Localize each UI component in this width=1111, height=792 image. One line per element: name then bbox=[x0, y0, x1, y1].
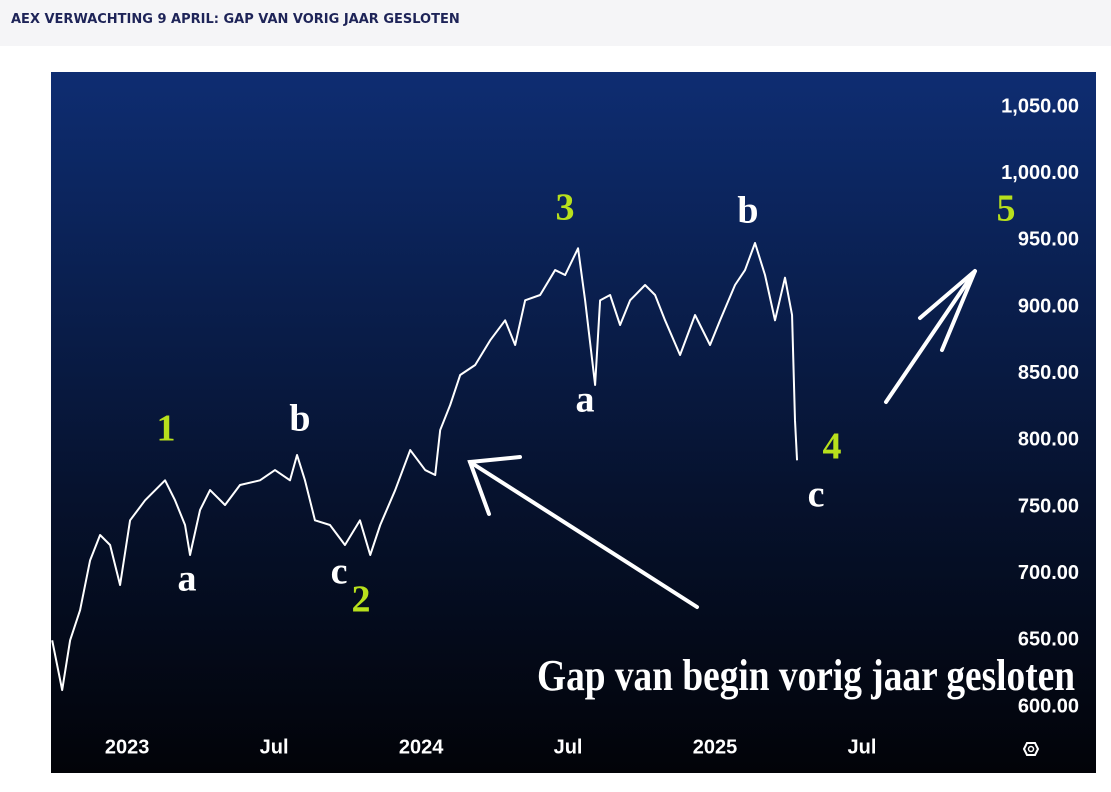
y-tick-label: 1,050.00 bbox=[1001, 95, 1079, 117]
y-tick-label: 800.00 bbox=[1018, 429, 1079, 451]
arrows bbox=[467, 269, 977, 609]
annotation: 2 bbox=[352, 579, 371, 621]
annotation: Gap van begin vorig jaar gesloten bbox=[537, 651, 1075, 700]
annotation: b bbox=[737, 190, 758, 232]
header-title: AEX VERWACHTING 9 APRIL: GAP VAN VORIG J… bbox=[11, 12, 460, 27]
y-tick-label: 900.00 bbox=[1018, 295, 1079, 317]
y-tick-label: 850.00 bbox=[1018, 362, 1079, 384]
y-tick-label: 600.00 bbox=[1018, 695, 1079, 717]
annotation: 1 bbox=[157, 408, 176, 450]
annotation: a bbox=[178, 558, 197, 600]
y-tick-label: 650.00 bbox=[1018, 629, 1079, 651]
plot-background bbox=[51, 72, 1096, 773]
annotation: 4 bbox=[823, 426, 842, 468]
annotation: a bbox=[576, 379, 595, 421]
line bbox=[51, 242, 799, 692]
x-tick-label: Jul bbox=[554, 736, 583, 758]
y-tick-label: 700.00 bbox=[1018, 562, 1079, 584]
annotation: 5 bbox=[997, 188, 1016, 230]
annotation: 3 bbox=[556, 187, 575, 229]
x-tick-label: Jul bbox=[848, 736, 877, 758]
settings-icon[interactable] bbox=[1022, 742, 1040, 756]
x-tick-label: 2024 bbox=[399, 736, 444, 758]
y-tick-label: 1,000.00 bbox=[1001, 162, 1079, 184]
annotation: c bbox=[331, 551, 348, 593]
header: AEX VERWACHTING 9 APRIL: GAP VAN VORIG J… bbox=[0, 0, 1111, 46]
y-tick-label: 950.00 bbox=[1018, 229, 1079, 251]
x-tick-label: Jul bbox=[260, 736, 289, 758]
x-tick-label: 2023 bbox=[105, 736, 150, 758]
annotation: b bbox=[289, 398, 310, 440]
annotation: c bbox=[808, 474, 825, 516]
y-tick-label: 750.00 bbox=[1018, 495, 1079, 517]
x-tick-label: 2025 bbox=[693, 736, 738, 758]
